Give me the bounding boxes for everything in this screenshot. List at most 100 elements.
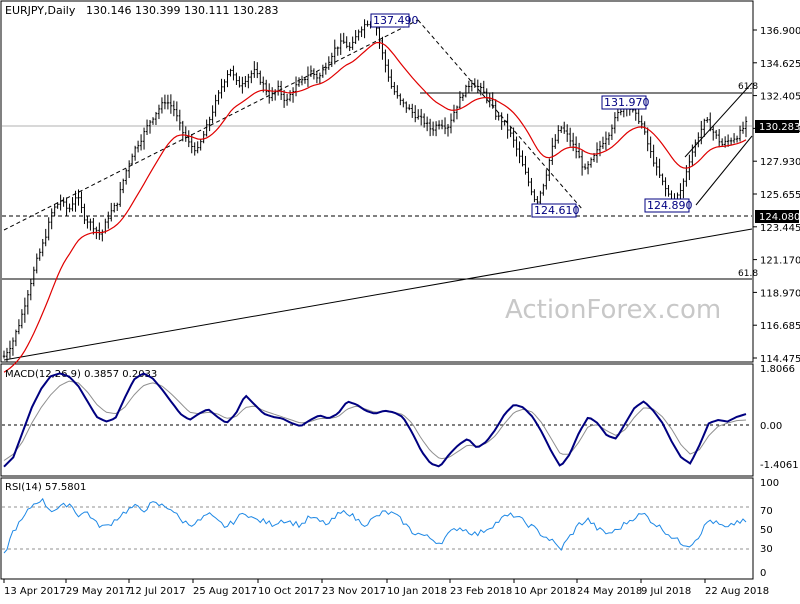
price-bar xyxy=(8,340,12,359)
price-bar xyxy=(503,119,506,126)
macd-axis-label: 1.8066 xyxy=(760,364,795,375)
price-bar xyxy=(744,116,748,138)
label-124890: 124.890 xyxy=(644,198,693,213)
price-bar xyxy=(521,150,524,167)
price-bar xyxy=(193,142,196,156)
long-term-trend-line xyxy=(3,228,753,361)
price-bar xyxy=(634,107,637,121)
x-axis-label: 13 Apr 2017 xyxy=(4,586,66,597)
price-bar xyxy=(136,140,140,153)
price-bar xyxy=(449,113,453,134)
price-bar xyxy=(500,112,503,130)
price-bar xyxy=(208,116,211,132)
price-bar xyxy=(583,163,587,170)
price-bar xyxy=(703,118,706,137)
price-bar xyxy=(384,49,387,73)
macd-axis-label: 0.00 xyxy=(760,421,782,432)
price-bar xyxy=(691,144,694,167)
label-124610: 124.610 xyxy=(531,203,580,218)
price-axis-label: 116.685 xyxy=(760,321,800,332)
rsi-axis: 100 70 50 30 0 xyxy=(760,478,779,579)
line-label-130283-text: 130.283 xyxy=(759,122,800,133)
price-bar xyxy=(580,150,584,176)
price-bar xyxy=(26,290,30,315)
price-bar xyxy=(121,178,125,194)
price-bar xyxy=(527,167,530,187)
price-bar xyxy=(107,211,110,229)
price-bar xyxy=(700,120,703,145)
price-bar xyxy=(59,194,62,211)
price-bar xyxy=(35,253,38,274)
price-bar xyxy=(425,116,429,132)
price-bar xyxy=(470,80,474,92)
price-bar xyxy=(557,125,560,144)
rsi-panel xyxy=(0,477,754,580)
price-bar xyxy=(2,350,6,359)
price-bar xyxy=(717,129,721,148)
watermark: ActionForex.com xyxy=(505,295,721,325)
price-axis-label: 127.930 xyxy=(760,157,800,168)
price-bar xyxy=(610,124,614,140)
price-bar xyxy=(497,112,500,121)
line-label-124080: 124.080 xyxy=(755,210,800,223)
price-bar xyxy=(446,124,450,137)
price-bar xyxy=(214,94,217,117)
price-bar xyxy=(551,137,554,165)
price-bar xyxy=(318,72,322,84)
price-bar xyxy=(327,56,331,70)
price-bar xyxy=(712,125,715,141)
x-axis-label: 23 Nov 2017 xyxy=(322,586,386,597)
ohlc-values: 130.146 130.399 130.111 130.283 xyxy=(86,4,278,17)
x-axis-label: 10 Jan 2018 xyxy=(387,586,447,597)
rsi-axis-label: 50 xyxy=(760,525,773,536)
price-bar xyxy=(381,36,384,60)
price-bar xyxy=(476,79,480,94)
price-bar xyxy=(235,72,238,86)
price-bar xyxy=(160,97,164,114)
price-bar xyxy=(616,108,620,122)
price-bar xyxy=(116,202,119,211)
price-bar xyxy=(17,319,21,335)
price-bar xyxy=(515,136,518,157)
price-bar xyxy=(265,79,268,96)
price-bar xyxy=(53,204,56,216)
price-bar xyxy=(232,65,235,81)
price-bar xyxy=(270,87,274,102)
price-bar xyxy=(715,129,718,139)
price-bar xyxy=(682,178,685,199)
rising-channel-upper xyxy=(684,82,753,158)
price-bar xyxy=(330,52,333,67)
price-bar xyxy=(732,133,736,144)
price-bar xyxy=(408,104,411,111)
x-axis-label: 12 Jul 2017 xyxy=(129,586,186,597)
price-axis-label: 132.405 xyxy=(760,92,800,103)
price-bar xyxy=(50,208,53,230)
x-axis-label: 24 May 2018 xyxy=(577,586,642,597)
price-bar xyxy=(142,127,146,150)
price-bar xyxy=(434,121,438,137)
price-bar xyxy=(324,62,328,75)
price-axis-label: 125.655 xyxy=(760,190,800,201)
price-bar xyxy=(315,71,319,84)
macd-axis: 1.8066 0.00 -1.4061 xyxy=(760,364,799,471)
price-bar xyxy=(98,222,101,240)
price-bar xyxy=(586,161,590,175)
price-bar xyxy=(402,98,405,108)
label-137490-text: 137.490 xyxy=(373,14,419,27)
label-131970: 131.970 xyxy=(601,95,650,110)
price-bar xyxy=(387,59,390,82)
price-bar xyxy=(151,117,155,125)
price-bar xyxy=(279,80,283,101)
price-bar xyxy=(720,138,724,147)
x-axis-label: 29 May 2017 xyxy=(66,586,131,597)
price-bar xyxy=(172,100,176,117)
price-bar xyxy=(29,279,33,301)
price-bar xyxy=(357,29,360,41)
price-bar xyxy=(738,125,742,142)
price-bar xyxy=(571,132,575,152)
price-bar xyxy=(253,61,256,78)
price-bar xyxy=(393,81,396,95)
price-bar xyxy=(533,189,536,203)
